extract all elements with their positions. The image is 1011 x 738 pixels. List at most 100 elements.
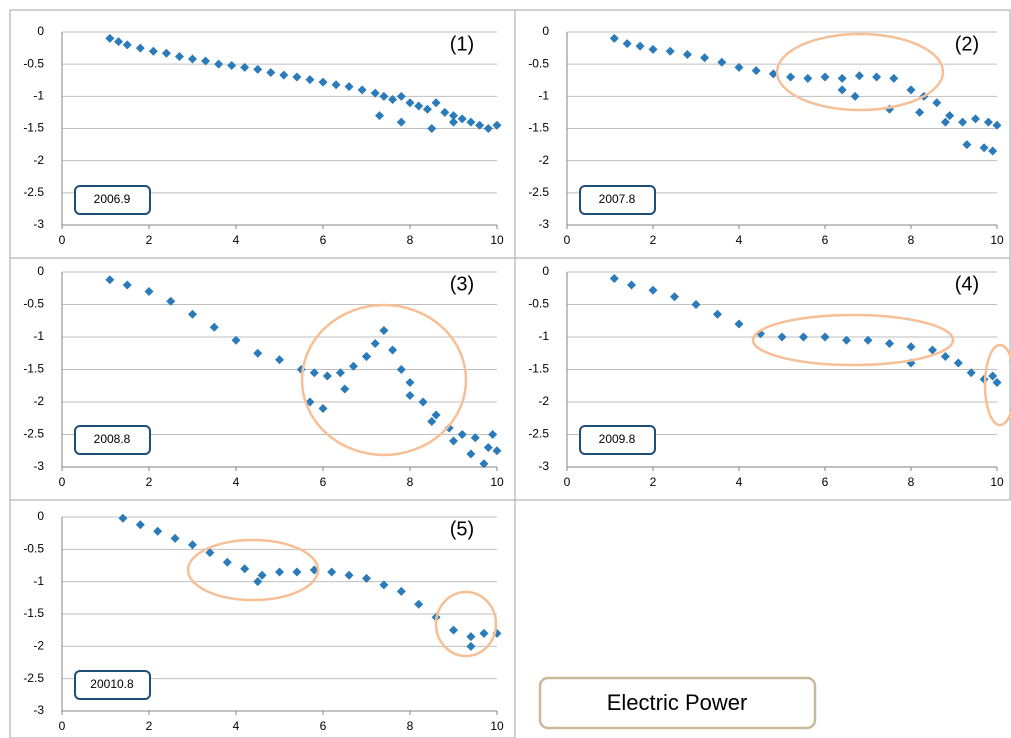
data-point: [449, 117, 458, 127]
data-point: [713, 309, 722, 319]
data-point: [322, 371, 332, 381]
data-point: [357, 85, 367, 95]
data-point: [253, 348, 263, 358]
data-point: [344, 82, 354, 92]
data-point: [318, 77, 328, 87]
data-point: [682, 50, 692, 60]
x-tick-label: 8: [407, 475, 414, 489]
x-tick-label: 10: [490, 719, 504, 733]
y-tick-label: 0: [542, 24, 549, 38]
data-point: [166, 296, 176, 306]
x-tick-label: 6: [822, 475, 829, 489]
caption: Electric Power: [607, 690, 748, 715]
y-tick-label: -3: [538, 217, 549, 231]
data-point: [370, 88, 380, 98]
date-label: 2008.8: [94, 432, 131, 446]
x-tick-label: 2: [146, 475, 153, 489]
data-point: [988, 146, 998, 156]
data-point: [144, 287, 154, 296]
data-point: [648, 44, 658, 54]
y-tick-label: 0: [37, 509, 44, 523]
caption-box: [538, 676, 817, 730]
x-tick-label: 0: [59, 719, 66, 733]
x-tick-label: 0: [564, 475, 571, 489]
x-tick-label: 6: [822, 233, 829, 247]
data-point: [275, 567, 284, 577]
data-point: [405, 378, 415, 387]
data-point: [863, 335, 873, 345]
data-point: [700, 53, 710, 63]
data-point: [422, 104, 432, 114]
panel-frame: [9, 9, 516, 259]
data-point: [114, 37, 124, 47]
x-tick-label: 8: [407, 719, 414, 733]
data-point: [799, 332, 808, 342]
data-point: [988, 371, 998, 381]
data-point: [444, 423, 454, 433]
highlight-oval: [983, 343, 1011, 427]
data-point: [375, 111, 385, 121]
data-point: [431, 98, 441, 108]
y-tick-label: -1: [33, 329, 44, 343]
highlight-oval: [300, 303, 468, 457]
data-point: [466, 641, 476, 651]
y-tick-label: -2.5: [23, 671, 44, 685]
data-point: [222, 557, 232, 567]
data-point: [388, 345, 398, 355]
data-point: [253, 577, 263, 587]
data-point: [379, 91, 389, 101]
data-point: [979, 143, 989, 153]
data-point: [928, 345, 937, 355]
x-tick-label: 6: [320, 475, 327, 489]
data-point: [340, 384, 350, 394]
panel-label: (1): [450, 33, 474, 55]
x-tick-label: 10: [990, 475, 1004, 489]
data-point: [379, 326, 389, 335]
data-point: [470, 433, 480, 443]
highlight-oval: [751, 313, 955, 367]
y-tick-label: -2: [33, 394, 44, 408]
y-tick-label: -2.5: [528, 427, 549, 441]
x-tick-label: 4: [233, 233, 240, 247]
data-point: [414, 101, 424, 111]
data-point: [105, 33, 115, 43]
data-point: [971, 114, 980, 124]
y-tick-label: -0.5: [23, 56, 44, 70]
data-point: [209, 322, 219, 332]
date-label: 20010.8: [90, 677, 134, 691]
x-tick-label: 0: [59, 475, 66, 489]
panel-label: (4): [955, 273, 979, 295]
data-point: [279, 70, 289, 80]
data-point: [331, 80, 341, 90]
highlight-oval: [775, 32, 945, 112]
y-tick-label: -2: [33, 639, 44, 653]
data-point: [915, 107, 925, 117]
data-point: [161, 48, 171, 58]
data-point: [396, 91, 406, 101]
data-point: [431, 410, 441, 420]
data-point: [479, 459, 489, 469]
data-point: [105, 275, 115, 285]
x-tick-label: 10: [490, 475, 504, 489]
data-point: [309, 565, 319, 575]
data-point: [292, 567, 302, 577]
data-point: [483, 124, 493, 133]
data-point: [906, 342, 916, 352]
y-tick-label: 0: [37, 24, 44, 38]
data-point: [609, 33, 619, 43]
data-point: [427, 124, 437, 133]
data-point: [475, 120, 485, 130]
data-point: [449, 436, 458, 446]
x-tick-label: 2: [650, 233, 657, 247]
data-point: [449, 111, 458, 121]
data-point: [405, 391, 415, 400]
y-tick-label: -0.5: [528, 297, 549, 311]
data-point: [466, 632, 476, 642]
data-point: [962, 140, 972, 150]
data-point: [414, 599, 424, 609]
data-point: [889, 73, 899, 83]
data-point: [227, 60, 237, 70]
data-point: [940, 352, 950, 361]
x-tick-label: 4: [736, 475, 743, 489]
y-tick-label: -1.5: [528, 121, 549, 135]
